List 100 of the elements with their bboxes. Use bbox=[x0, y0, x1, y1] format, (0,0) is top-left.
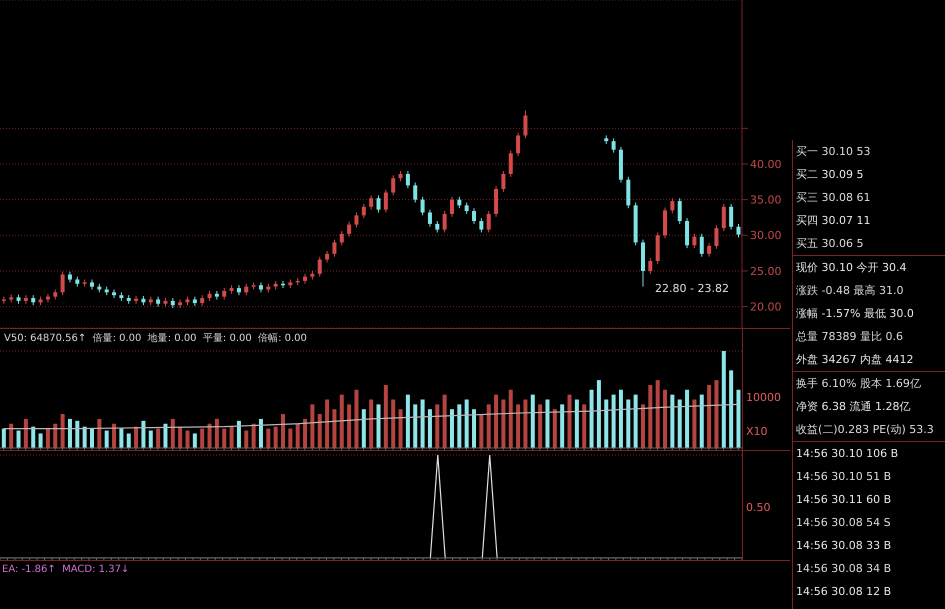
bar bbox=[222, 428, 226, 448]
bar bbox=[288, 428, 292, 448]
bar bbox=[612, 394, 616, 448]
bar bbox=[38, 433, 43, 448]
bar bbox=[97, 418, 102, 448]
candlestick bbox=[442, 210, 447, 233]
candlestick bbox=[60, 271, 65, 296]
candlestick bbox=[736, 223, 740, 238]
bar bbox=[729, 370, 734, 448]
candlestick bbox=[236, 284, 241, 296]
text: 买四 30.07 11 bbox=[795, 213, 872, 229]
bar bbox=[552, 409, 557, 448]
bar bbox=[722, 351, 726, 448]
bar bbox=[31, 426, 36, 448]
text: EA: -1.86↑ MACD: 1.37↓ bbox=[2, 564, 130, 575]
bar bbox=[413, 404, 418, 448]
candlestick bbox=[170, 298, 175, 309]
bar bbox=[230, 426, 234, 448]
text: X10 bbox=[746, 425, 768, 438]
bar bbox=[670, 394, 674, 448]
text: 买一 30.10 53 bbox=[795, 144, 872, 160]
candlestick bbox=[464, 202, 469, 214]
candlestick bbox=[501, 170, 506, 192]
candlestick bbox=[486, 210, 491, 233]
candlestick bbox=[508, 150, 513, 178]
text: 14:56 30.08 34 B bbox=[795, 561, 892, 577]
bar bbox=[318, 414, 322, 448]
bar bbox=[281, 414, 286, 448]
candlestick bbox=[75, 276, 80, 288]
bar bbox=[266, 428, 270, 448]
bar bbox=[46, 428, 50, 448]
bar bbox=[163, 424, 168, 448]
candlestick bbox=[90, 279, 94, 290]
bar bbox=[24, 418, 28, 448]
bar bbox=[494, 394, 498, 448]
text: 现价 30.10 今开 30.4 bbox=[795, 260, 908, 276]
candlestick bbox=[700, 233, 704, 258]
candlestick bbox=[391, 174, 396, 196]
bar bbox=[200, 428, 204, 448]
bar bbox=[457, 404, 462, 448]
bar bbox=[82, 426, 87, 448]
candlestick bbox=[612, 138, 616, 154]
bar bbox=[582, 404, 586, 448]
candlestick bbox=[413, 182, 418, 204]
candlestick bbox=[258, 282, 263, 293]
bar bbox=[634, 394, 638, 448]
bar bbox=[104, 430, 109, 448]
bar bbox=[501, 400, 506, 448]
candlestick bbox=[332, 239, 336, 258]
bar bbox=[170, 418, 175, 448]
text: 换手 6.10% 股本 1.69亿 bbox=[795, 376, 922, 392]
bar bbox=[640, 404, 645, 448]
bar bbox=[574, 400, 579, 448]
candlestick bbox=[722, 203, 726, 232]
candlestick bbox=[53, 288, 58, 300]
bar bbox=[391, 400, 396, 448]
bar bbox=[340, 394, 344, 448]
bar bbox=[618, 390, 623, 448]
candlestick bbox=[208, 290, 212, 302]
bar bbox=[560, 404, 564, 448]
candlestick bbox=[707, 242, 712, 258]
candlestick bbox=[376, 194, 381, 213]
bar bbox=[596, 380, 601, 448]
bar bbox=[178, 426, 182, 448]
bar bbox=[119, 428, 124, 448]
bar bbox=[274, 426, 278, 448]
bar bbox=[68, 418, 72, 448]
text: 14:56 30.08 33 B bbox=[795, 538, 892, 554]
text: 0.50 bbox=[746, 501, 770, 514]
candlestick bbox=[516, 132, 520, 157]
candlestick bbox=[141, 295, 146, 306]
bar bbox=[192, 433, 197, 448]
bar bbox=[464, 400, 469, 448]
bar bbox=[258, 418, 263, 448]
text: 14:56 30.11 60 B bbox=[795, 492, 892, 508]
bar bbox=[325, 400, 330, 448]
bar bbox=[347, 404, 352, 448]
bar bbox=[156, 428, 160, 448]
bar bbox=[450, 409, 454, 448]
bar bbox=[354, 390, 358, 448]
bar bbox=[523, 400, 528, 448]
bar bbox=[685, 390, 690, 448]
text: 涨跌 -0.48 最高 31.0 bbox=[795, 283, 904, 299]
candlestick bbox=[714, 224, 718, 250]
bar bbox=[236, 420, 241, 448]
bar bbox=[590, 390, 594, 448]
bar bbox=[303, 418, 308, 448]
bar bbox=[310, 404, 314, 448]
bar bbox=[362, 409, 366, 448]
bar bbox=[126, 433, 131, 448]
bar bbox=[244, 430, 248, 448]
candlestick bbox=[398, 170, 403, 182]
candlestick bbox=[450, 196, 454, 218]
bar bbox=[376, 404, 381, 448]
candlestick bbox=[384, 189, 388, 213]
bar bbox=[186, 430, 190, 448]
bar bbox=[626, 400, 630, 448]
text: 外盘 34267 内盘 4412 bbox=[793, 348, 945, 372]
bar bbox=[252, 424, 256, 448]
bar bbox=[568, 394, 572, 448]
